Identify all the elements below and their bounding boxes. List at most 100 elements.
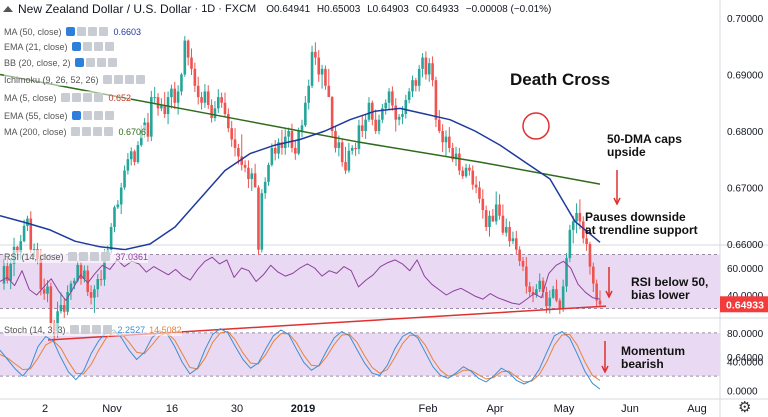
settings-gear-icon[interactable]: [78, 252, 88, 261]
candle-body: [263, 181, 267, 194]
visibility-eye-icon[interactable]: [65, 27, 75, 36]
stoch-legend[interactable]: Stoch (14, 3, 3) 2.2527 14.5082: [4, 323, 182, 336]
source-label: FXCM: [225, 3, 257, 15]
close-icon[interactable]: [93, 42, 103, 51]
candle-body: [109, 227, 113, 250]
time-tick-label: 2: [42, 403, 48, 415]
indicator-ema21[interactable]: EMA (21, close): [4, 40, 116, 53]
last-price-tag: [720, 296, 768, 313]
candle-body: [541, 280, 545, 293]
more-icon[interactable]: [135, 75, 145, 84]
more-icon[interactable]: [104, 42, 114, 51]
candle-body: [525, 266, 528, 287]
indicator-controls[interactable]: [67, 252, 112, 261]
candle-body: [407, 91, 411, 100]
collapse-legend-icon[interactable]: [3, 6, 13, 12]
more-icon[interactable]: [100, 252, 110, 261]
indicator-controls[interactable]: [74, 58, 119, 67]
rsi-legend[interactable]: RSI (14, close) 37.0361: [4, 250, 149, 263]
death-cross-circle: [522, 112, 550, 140]
change-value: −0.00008 (−0.01%): [465, 3, 552, 15]
more-icon[interactable]: [107, 58, 117, 67]
chart-settings-gear-icon[interactable]: ⚙: [738, 399, 752, 416]
indicator-ma5[interactable]: MA (5, close) 0.652: [4, 91, 132, 104]
candle-body: [592, 266, 595, 284]
more-icon[interactable]: [104, 111, 114, 120]
indicator-controls[interactable]: [71, 42, 116, 51]
close-icon[interactable]: [92, 127, 102, 136]
candle-body: [126, 159, 130, 171]
candle-body: [59, 305, 63, 312]
visibility-eye-icon[interactable]: [74, 58, 84, 67]
candle-body: [334, 131, 337, 148]
rsi-value: 37.0361: [115, 251, 149, 262]
settings-gear-icon[interactable]: [113, 75, 123, 84]
indicator-bb[interactable]: BB (20, close, 2): [4, 56, 119, 69]
settings-gear-icon[interactable]: [80, 325, 90, 334]
visibility-eye-icon[interactable]: [69, 325, 79, 334]
ohlc-readout: O0.64941 H0.65003 L0.64903 C0.64933 −0.0…: [266, 4, 555, 15]
candle-body: [294, 147, 297, 154]
indicator-label: Ichimoku (9, 26, 52, 26): [4, 74, 99, 85]
candle-body: [377, 119, 381, 131]
indicator-controls[interactable]: [71, 111, 116, 120]
candle-body: [203, 91, 207, 103]
symbol-title[interactable]: New Zealand Dollar / U.S. Dollar: [18, 2, 192, 16]
annotation-line: Momentum: [621, 344, 685, 358]
settings-gear-icon[interactable]: [76, 27, 86, 36]
indicator-controls[interactable]: [70, 127, 115, 136]
indicator-value: 0.652: [108, 92, 132, 103]
visibility-eye-icon[interactable]: [70, 127, 80, 136]
visibility-eye-icon[interactable]: [60, 93, 70, 102]
settings-gear-icon[interactable]: [82, 111, 92, 120]
candle-body: [468, 167, 471, 171]
interval-label[interactable]: 1D: [201, 3, 216, 15]
visibility-eye-icon[interactable]: [67, 252, 77, 261]
indicator-ma200[interactable]: MA (200, close) 0.6706: [4, 125, 147, 138]
stoch-k-line: [0, 328, 601, 390]
indicator-controls[interactable]: [60, 93, 105, 102]
close-icon[interactable]: [93, 111, 103, 120]
settings-gear-icon[interactable]: [85, 58, 95, 67]
indicator-controls[interactable]: [102, 75, 147, 84]
candle-body: [79, 264, 83, 280]
indicator-label: EMA (55, close): [4, 110, 68, 121]
more-icon[interactable]: [93, 93, 103, 102]
indicator-ma50[interactable]: MA (50, close) 0.6603: [4, 25, 142, 38]
settings-gear-icon[interactable]: [71, 93, 81, 102]
candle-body: [69, 283, 73, 293]
candle-body: [481, 198, 485, 211]
candle-body: [354, 147, 357, 150]
candle-body: [49, 286, 53, 324]
candle-body: [478, 187, 481, 199]
indicator-ichimoku[interactable]: Ichimoku (9, 26, 52, 26): [4, 73, 147, 86]
visibility-eye-icon[interactable]: [71, 111, 81, 120]
candle-body: [210, 105, 213, 119]
candle-body: [371, 102, 374, 120]
close-icon[interactable]: [124, 75, 134, 84]
candle-body: [337, 142, 341, 148]
close-icon[interactable]: [96, 58, 106, 67]
candle-body: [307, 85, 310, 103]
indicator-controls[interactable]: [69, 325, 114, 334]
candle-body: [565, 258, 568, 287]
settings-gear-icon[interactable]: [82, 42, 92, 51]
candle-body: [16, 246, 19, 253]
candle-body: [26, 218, 29, 226]
close-icon[interactable]: [91, 325, 101, 334]
candle-body: [186, 40, 190, 58]
close-icon[interactable]: [87, 27, 97, 36]
candle-body: [62, 305, 66, 312]
visibility-eye-icon[interactable]: [71, 42, 81, 51]
indicator-controls[interactable]: [65, 27, 110, 36]
close-icon[interactable]: [89, 252, 99, 261]
indicator-ema55[interactable]: EMA (55, close): [4, 109, 116, 122]
settings-gear-icon[interactable]: [81, 127, 91, 136]
visibility-eye-icon[interactable]: [102, 75, 112, 84]
more-icon[interactable]: [103, 127, 113, 136]
close-icon[interactable]: [82, 93, 92, 102]
candle-body: [314, 51, 317, 58]
candle-body: [180, 74, 183, 92]
more-icon[interactable]: [102, 325, 112, 334]
more-icon[interactable]: [98, 27, 108, 36]
